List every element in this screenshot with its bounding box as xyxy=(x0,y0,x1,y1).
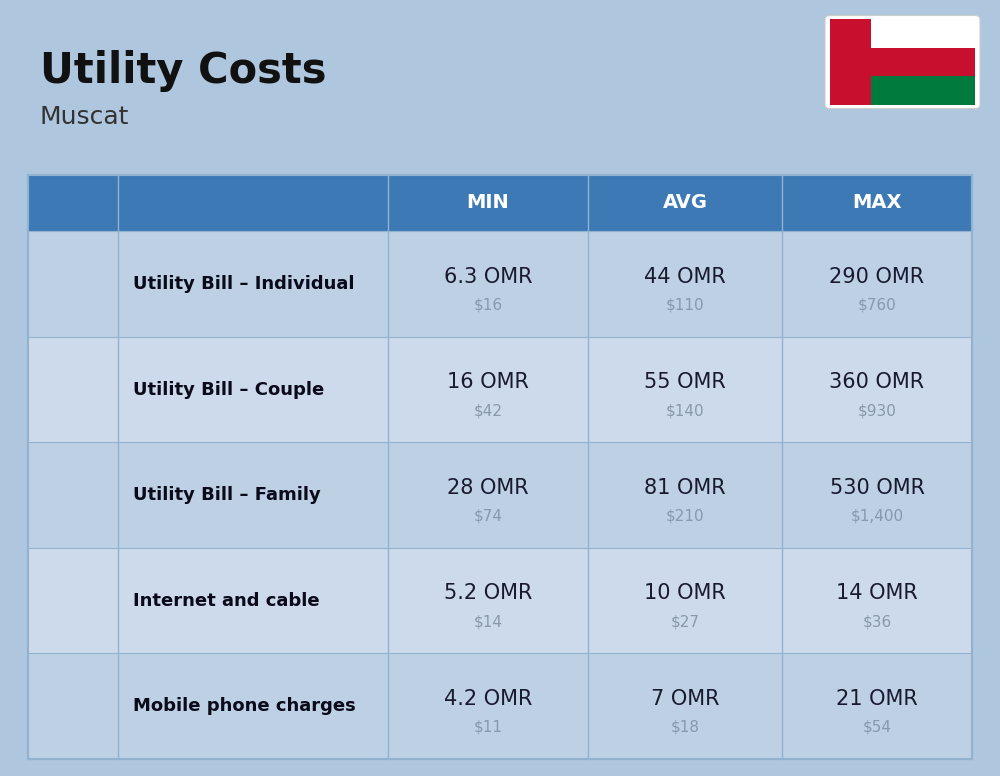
Text: 7 OMR: 7 OMR xyxy=(651,689,719,708)
Text: 44 OMR: 44 OMR xyxy=(644,267,726,286)
Bar xyxy=(28,442,972,548)
Text: $1,400: $1,400 xyxy=(850,509,904,524)
Text: 28 OMR: 28 OMR xyxy=(447,478,529,497)
Text: MAX: MAX xyxy=(852,193,902,213)
Bar xyxy=(28,653,972,759)
Bar xyxy=(871,19,975,48)
Text: $74: $74 xyxy=(474,509,503,524)
Text: 55 OMR: 55 OMR xyxy=(644,372,726,392)
FancyBboxPatch shape xyxy=(825,16,980,109)
Text: Utility Costs: Utility Costs xyxy=(40,50,326,92)
Text: $140: $140 xyxy=(666,404,704,418)
Text: 360 OMR: 360 OMR xyxy=(829,372,925,392)
Text: 290 OMR: 290 OMR xyxy=(829,267,925,286)
Text: $930: $930 xyxy=(858,404,896,418)
Text: Utility Bill – Individual: Utility Bill – Individual xyxy=(133,275,354,293)
Text: Utility Bill – Couple: Utility Bill – Couple xyxy=(133,380,324,399)
Text: 5.2 OMR: 5.2 OMR xyxy=(444,584,532,603)
Text: Mobile phone charges: Mobile phone charges xyxy=(133,697,356,715)
Text: $110: $110 xyxy=(666,298,704,313)
Text: 4.2 OMR: 4.2 OMR xyxy=(444,689,532,708)
Text: $14: $14 xyxy=(474,615,503,629)
Bar xyxy=(28,337,972,442)
Text: MIN: MIN xyxy=(467,193,509,213)
Text: $16: $16 xyxy=(473,298,503,313)
Text: 6.3 OMR: 6.3 OMR xyxy=(444,267,532,286)
Text: Internet and cable: Internet and cable xyxy=(133,591,320,610)
Text: 16 OMR: 16 OMR xyxy=(447,372,529,392)
Text: $42: $42 xyxy=(474,404,503,418)
Bar xyxy=(871,76,975,105)
Text: Utility Bill – Family: Utility Bill – Family xyxy=(133,486,321,504)
Bar xyxy=(28,231,972,337)
Text: $760: $760 xyxy=(858,298,896,313)
Text: 530 OMR: 530 OMR xyxy=(830,478,924,497)
Text: $54: $54 xyxy=(862,720,892,735)
Bar xyxy=(28,175,972,231)
Bar xyxy=(830,19,871,105)
Bar xyxy=(28,548,972,653)
Text: $36: $36 xyxy=(862,615,892,629)
Text: $11: $11 xyxy=(474,720,503,735)
Bar xyxy=(871,48,975,76)
Text: $210: $210 xyxy=(666,509,704,524)
Text: 21 OMR: 21 OMR xyxy=(836,689,918,708)
Text: 14 OMR: 14 OMR xyxy=(836,584,918,603)
Text: $27: $27 xyxy=(670,615,700,629)
Text: Muscat: Muscat xyxy=(40,105,129,129)
Text: 81 OMR: 81 OMR xyxy=(644,478,726,497)
Text: $18: $18 xyxy=(670,720,700,735)
Text: AVG: AVG xyxy=(662,193,708,213)
Text: 10 OMR: 10 OMR xyxy=(644,584,726,603)
